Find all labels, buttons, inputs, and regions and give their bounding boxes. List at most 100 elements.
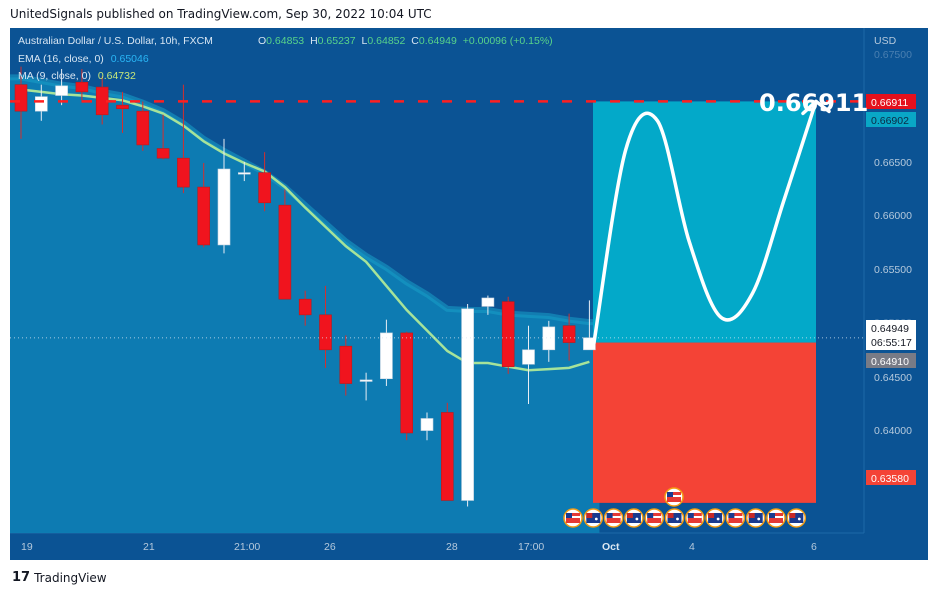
time-label: 4	[689, 541, 695, 553]
event-flag-icon[interactable]	[786, 508, 807, 528]
stop-zone	[593, 342, 816, 503]
candle-bull	[359, 379, 373, 382]
projection-arrowhead	[801, 99, 831, 116]
au-flag-star	[635, 517, 639, 521]
event-flag-icon[interactable]	[583, 508, 604, 528]
legend-h-value: 0.65237	[318, 35, 356, 47]
au-flag-canton	[708, 513, 715, 518]
tradingview-logo[interactable]: 17 TradingView	[12, 570, 107, 585]
price-tick: 0.66500	[874, 157, 912, 169]
au-flag-star	[797, 517, 801, 521]
event-flag-icon[interactable]	[644, 508, 664, 528]
event-flag-icon[interactable]	[664, 487, 684, 507]
candle-bear	[258, 172, 271, 204]
current-price-badge	[866, 320, 916, 350]
event-flag-icon[interactable]	[603, 508, 624, 528]
candle-bull	[380, 332, 393, 380]
event-flag-icon[interactable]	[685, 508, 705, 528]
candle-bear	[136, 110, 150, 146]
ema-badge	[866, 112, 916, 127]
legend-ma: MA (9, close, 0) 0.64732	[18, 70, 136, 82]
us-flag-canton	[667, 492, 673, 497]
price-lines	[10, 99, 864, 345]
tradingview-logo-text: TradingView	[34, 570, 107, 585]
us-flag-stripe	[647, 516, 662, 518]
candle-bear	[339, 345, 353, 384]
target-price-label: 0.66911	[759, 89, 868, 117]
legend-h-label: H	[310, 35, 318, 47]
us-flag-canton	[647, 513, 654, 518]
candle-bear	[14, 84, 28, 112]
legend-ema-value: 0.65046	[111, 53, 149, 65]
time-label: 28	[446, 541, 458, 553]
au-flag-star	[594, 517, 598, 521]
entry-badge	[866, 353, 916, 368]
entry-badge-text: 0.64910	[871, 356, 909, 368]
legend-symbol: Australian Dollar / U.S. Dollar, 10h, FX…	[18, 35, 213, 47]
event-flag-icon[interactable]	[624, 508, 644, 528]
legend-ema: EMA (16, close, 0) 0.65046	[18, 53, 149, 65]
candle-bull	[461, 308, 474, 501]
event-icons[interactable]	[563, 487, 807, 528]
candle-bear	[562, 325, 576, 343]
legend-c-label: C	[411, 35, 419, 47]
us-flag-stripe	[566, 516, 580, 518]
au-flag-field	[586, 513, 601, 523]
publisher-line: UnitedSignals published on TradingView.c…	[10, 7, 432, 21]
us-flag-canton	[606, 513, 613, 518]
us-flag-stripe	[728, 516, 743, 518]
au-flag-star	[676, 517, 679, 521]
price-axis-currency: USD	[874, 35, 897, 47]
candle-bear	[116, 104, 129, 110]
candle-bull	[238, 172, 251, 175]
time-label: Oct	[602, 541, 620, 553]
event-flag-icon[interactable]	[766, 508, 786, 528]
au-flag-canton	[748, 513, 755, 518]
target-badge	[866, 94, 916, 109]
us-flag-canton	[566, 513, 572, 518]
candle-bear	[75, 81, 89, 93]
legend-l-value: 0.64852	[367, 35, 405, 47]
au-flag-star	[716, 517, 720, 521]
legend-o-label: O	[258, 35, 266, 47]
price-tick: 0.66000	[874, 210, 912, 222]
candle-bull	[522, 349, 535, 365]
us-flag-stripe	[667, 495, 681, 497]
chart[interactable]: Australian Dollar / U.S. Dollar, 10h, FX…	[10, 28, 928, 560]
time-label: 6	[811, 541, 817, 553]
event-flag-icon[interactable]	[664, 508, 685, 528]
stop-badge	[866, 470, 916, 485]
candle-bull	[420, 418, 434, 431]
ma-line	[20, 88, 590, 372]
position-zones	[593, 101, 816, 503]
price-tick: 0.65500	[874, 264, 912, 276]
time-axis[interactable]: 19 21 21:00 26 28 17:00 Oct 4 6	[21, 541, 817, 553]
time-label: 21	[143, 541, 155, 553]
candle-bear	[501, 301, 515, 367]
price-badges: 0.66911 0.66902 0.64949 06:55:17 0.64910…	[866, 94, 916, 485]
time-label: 21:00	[234, 541, 260, 553]
event-flag-icon[interactable]	[745, 508, 766, 528]
event-flag-icon[interactable]	[563, 508, 583, 528]
current-price-text: 0.64949	[871, 323, 909, 335]
time-label: 17:00	[518, 541, 544, 553]
candle-bull	[481, 297, 495, 307]
au-flag-field	[789, 513, 804, 523]
legend: Australian Dollar / U.S. Dollar, 10h, FX…	[18, 35, 553, 82]
au-flag-canton	[667, 513, 674, 518]
legend-c-value: 0.64949	[419, 35, 457, 47]
top-bar: UnitedSignals published on TradingView.c…	[0, 0, 938, 28]
event-flag-icon[interactable]	[705, 508, 725, 528]
stop-badge-text: 0.63580	[871, 473, 909, 485]
candle-bull	[583, 337, 596, 351]
au-flag-field	[748, 513, 763, 523]
au-flag-canton	[626, 513, 633, 518]
candle-bear	[298, 298, 312, 316]
price-tick: 0.64000	[874, 425, 912, 437]
countdown-text: 06:55:17	[871, 337, 912, 349]
event-flag-icon[interactable]	[725, 508, 746, 528]
au-flag-field	[708, 513, 723, 523]
legend-change: +0.00096 (+0.15%)	[463, 35, 553, 47]
candle-bear	[197, 186, 210, 246]
us-flag-stripe	[606, 516, 621, 518]
